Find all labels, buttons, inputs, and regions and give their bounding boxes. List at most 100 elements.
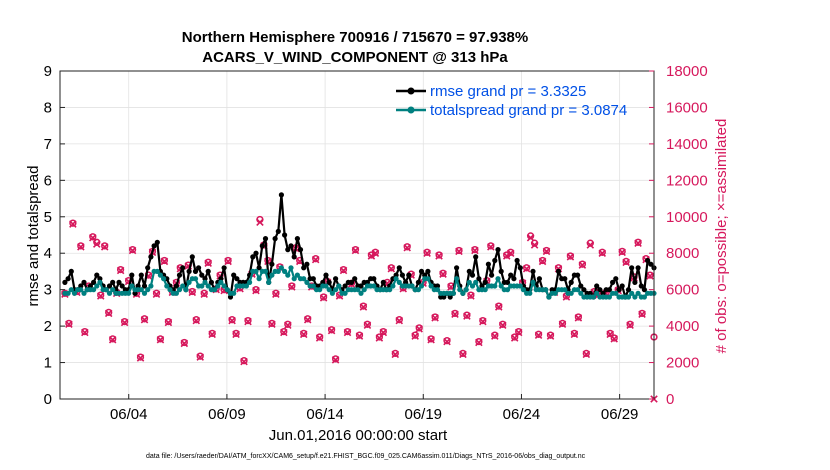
obs-assimilated-point bbox=[200, 290, 208, 298]
obs-assimilated-point bbox=[228, 316, 236, 325]
obs-possible-point bbox=[200, 289, 208, 297]
rmse-point bbox=[148, 254, 154, 260]
obs-assimilated-point bbox=[626, 321, 634, 329]
spread-point bbox=[269, 272, 275, 278]
rmse-point bbox=[301, 265, 307, 271]
spread-point bbox=[282, 268, 288, 274]
obs-possible-point bbox=[411, 331, 419, 339]
obs-possible-point bbox=[431, 313, 439, 321]
obs-assimilated-point bbox=[498, 321, 507, 329]
obs-assimilated-point bbox=[104, 309, 113, 318]
rmse-point bbox=[575, 272, 581, 278]
rmse-point bbox=[403, 279, 409, 285]
rmse-point bbox=[192, 268, 199, 274]
rmse-point bbox=[536, 276, 543, 282]
plot-frame bbox=[59, 70, 655, 400]
obs-possible-point bbox=[89, 233, 97, 241]
obs-possible-point bbox=[136, 353, 145, 361]
rmse-point bbox=[291, 254, 297, 260]
obs-assimilated-point bbox=[355, 332, 364, 340]
obs-assimilated-point bbox=[491, 332, 499, 340]
spread-point bbox=[562, 287, 568, 293]
y-left-tick-label: 1 bbox=[44, 355, 52, 372]
rmse-point bbox=[597, 287, 603, 293]
spread-point bbox=[186, 279, 192, 285]
obs-possible-point bbox=[244, 316, 252, 325]
rmse-point bbox=[380, 279, 386, 285]
obs-assimilated-point bbox=[188, 288, 197, 297]
rmse-point bbox=[425, 268, 431, 274]
y-right-tick-label: 4000 bbox=[666, 318, 699, 335]
rmse-point bbox=[129, 272, 135, 278]
obs-possible-point bbox=[638, 309, 646, 318]
spread-point bbox=[575, 287, 581, 293]
obs-assimilated-point bbox=[415, 325, 423, 333]
obs-possible-point bbox=[618, 247, 626, 256]
rmse-point bbox=[297, 247, 304, 253]
obs-assimilated-point bbox=[252, 286, 260, 295]
legend-marker-rmse bbox=[407, 87, 415, 95]
spread-point bbox=[613, 290, 619, 296]
rmse-point bbox=[645, 257, 651, 264]
obs-possible-point bbox=[208, 329, 216, 338]
obs-possible-point bbox=[339, 265, 348, 274]
spread-point bbox=[183, 287, 189, 293]
chart-title: Northern Hemisphere 700916 / 715670 = 97… bbox=[182, 29, 528, 46]
rmse-point bbox=[396, 265, 402, 271]
spread-point bbox=[310, 283, 316, 289]
y-right-tick-label: 12000 bbox=[666, 172, 708, 189]
rmse-point bbox=[269, 261, 275, 267]
obs-possible-point bbox=[204, 258, 212, 266]
obs-assimilated-point bbox=[379, 328, 388, 337]
rmse-point bbox=[441, 294, 447, 300]
obs-assimilated-point bbox=[427, 336, 435, 344]
obs-assimilated-point bbox=[534, 331, 543, 339]
obs-assimilated-point bbox=[375, 334, 384, 342]
y-left-tick-label: 6 bbox=[44, 172, 52, 189]
rmse-point bbox=[135, 283, 141, 289]
obs-assimilated-point bbox=[100, 243, 109, 251]
rmse-point bbox=[342, 283, 348, 289]
rmse-point bbox=[87, 283, 93, 289]
obs-possible-point bbox=[156, 335, 165, 343]
obs-assimilated-point bbox=[502, 252, 511, 260]
obs-assimilated-point bbox=[423, 249, 431, 257]
spread-point bbox=[202, 279, 208, 285]
obs-assimilated-point bbox=[89, 233, 97, 242]
spread-point bbox=[492, 283, 498, 289]
rmse-point bbox=[94, 272, 100, 278]
obs-possible-point bbox=[511, 333, 519, 341]
spread-point bbox=[164, 283, 170, 289]
obs-possible-point bbox=[116, 265, 125, 274]
rmse-point bbox=[495, 247, 501, 253]
spread-point bbox=[301, 276, 307, 282]
rmse-point bbox=[473, 254, 479, 260]
y-right-tick-label: 8000 bbox=[666, 245, 699, 262]
rmse-point bbox=[479, 283, 485, 289]
obs-possible-point bbox=[105, 308, 113, 317]
rmse-point bbox=[221, 265, 227, 271]
spread-point bbox=[635, 290, 641, 296]
spread-point bbox=[275, 268, 281, 274]
obs-assimilated-point bbox=[467, 292, 475, 300]
spread-point bbox=[243, 283, 249, 289]
spread-point bbox=[81, 290, 87, 296]
spread-point bbox=[148, 283, 154, 289]
obs-assimilated-point bbox=[96, 292, 105, 300]
spread-point bbox=[231, 290, 237, 296]
rmse-point bbox=[97, 276, 103, 282]
spread-point bbox=[390, 283, 396, 289]
rmse-point bbox=[638, 283, 644, 289]
obs-assimilated-point bbox=[77, 243, 85, 251]
spread-point bbox=[145, 287, 151, 293]
spread-point bbox=[333, 287, 339, 293]
spread-point bbox=[323, 283, 329, 289]
obs-possible-point bbox=[606, 329, 614, 338]
obs-possible-point bbox=[395, 316, 403, 324]
rmse-point bbox=[250, 254, 256, 260]
spread-point bbox=[463, 287, 469, 293]
rmse-point bbox=[348, 279, 355, 285]
rmse-point bbox=[333, 276, 339, 282]
y-left-tick-label: 8 bbox=[44, 99, 52, 116]
rmse-point bbox=[68, 268, 74, 274]
